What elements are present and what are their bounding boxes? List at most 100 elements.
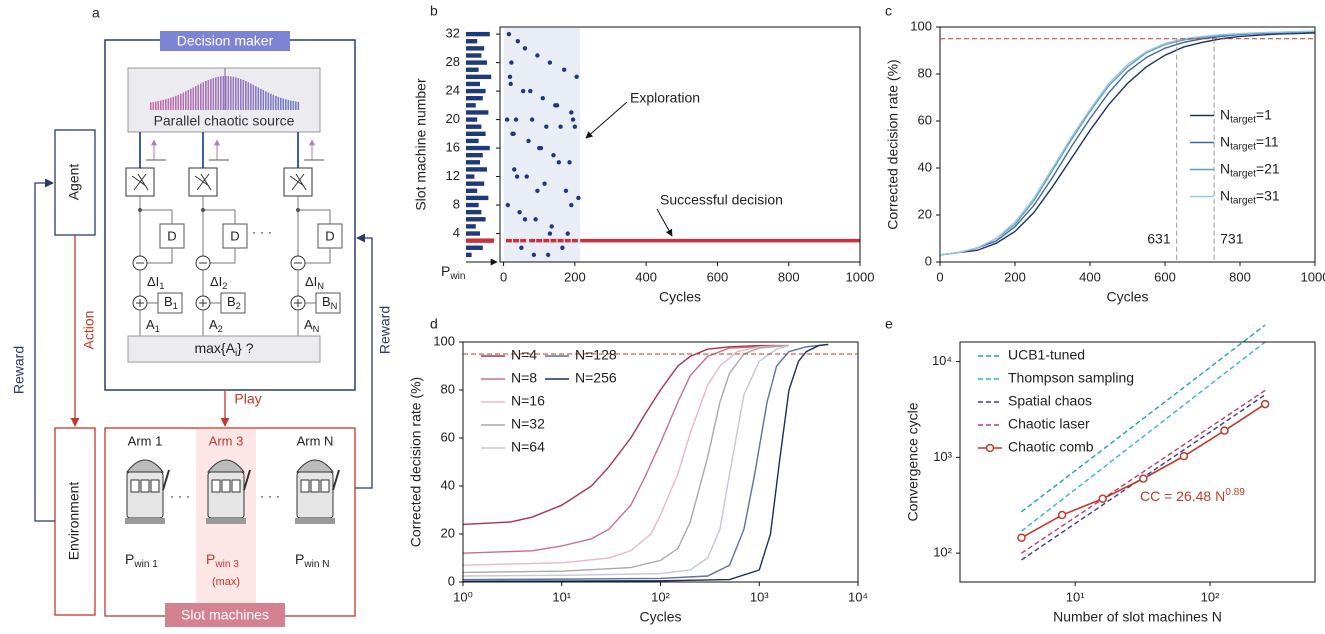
x-tick-label: 400 [635, 269, 657, 284]
panel-label: b [430, 3, 438, 19]
point [551, 152, 556, 158]
machine-body [207, 471, 245, 519]
plot-frame [499, 26, 861, 263]
decision-dot [536, 238, 543, 243]
bias-label: B2 [227, 294, 241, 311]
spectrum-bar [257, 87, 260, 110]
agent-label: Agent [66, 164, 82, 201]
point [512, 167, 517, 172]
detector-icon [194, 173, 212, 191]
decision-title: Decision maker [177, 33, 274, 49]
legend-label: Ntarget=21 [1220, 160, 1280, 179]
pwin-bar [466, 103, 476, 108]
spectrum-bar [240, 78, 242, 110]
wire [305, 248, 331, 264]
wire [298, 209, 331, 224]
legend-label-part: =31 [1256, 187, 1280, 203]
point [547, 231, 553, 236]
spectrum-bar [237, 78, 240, 110]
panel-label: e [885, 316, 893, 332]
pwin-bar [466, 46, 485, 51]
pwin-label-part: P [206, 551, 215, 567]
point [565, 231, 570, 236]
x-tick-label: 1000 [1301, 269, 1325, 284]
point [563, 188, 569, 193]
annotation: CC = 26.48 N0.89 [1140, 487, 1245, 504]
spectrum-bar [157, 101, 160, 110]
spectrum-bar [287, 99, 290, 110]
y-axis-label: Corrected decision rate (%) [408, 377, 424, 547]
delay-label: D [230, 228, 239, 243]
lever [332, 469, 340, 491]
spectrum-bar [252, 84, 255, 110]
point [567, 160, 572, 165]
max-part: i [235, 348, 237, 359]
pwin-bar [466, 81, 480, 87]
y-tick-label: 0 [925, 253, 932, 268]
plot-frame [959, 341, 1316, 583]
annotation-part: CC = 26.48 N [1140, 488, 1225, 504]
spectrum-bar [230, 76, 232, 110]
x-tick-label: 600 [1154, 269, 1176, 284]
bias-label-part: B [322, 294, 331, 309]
reel [221, 479, 231, 493]
delta-label-part: ΔI [305, 274, 317, 289]
pwin-bar [466, 224, 476, 229]
dots: · · · [170, 488, 190, 503]
point [545, 252, 551, 258]
pwin-bar [466, 53, 482, 58]
annotation-part: 0.89 [1225, 487, 1245, 498]
pwin-bar [466, 181, 485, 186]
spectrum-bar [215, 77, 217, 110]
agent-box [54, 129, 96, 236]
point [544, 124, 549, 129]
spectrum-bar [285, 99, 287, 110]
environment-label: Environment [66, 482, 82, 561]
spectrum-bar [222, 76, 225, 110]
machine-base [206, 518, 246, 524]
point [519, 245, 524, 250]
x-tick-label: 1000 [846, 269, 875, 284]
annotation-arrow [656, 208, 673, 237]
spectrum-bar [155, 101, 157, 110]
pwin-bar [466, 138, 479, 144]
point [511, 131, 516, 137]
y-tick-label: 32 [446, 26, 460, 41]
machine-base [125, 518, 165, 524]
spectrum-bar [232, 76, 235, 110]
pwin-bar [466, 160, 480, 165]
source-label: Parallel chaotic source [154, 113, 295, 129]
lever [162, 469, 170, 491]
legend-label-part: target [1230, 141, 1256, 152]
spectrum-bar [282, 98, 285, 110]
point [522, 217, 528, 222]
point [505, 202, 511, 208]
x-axis-label: Number of slot machines N [1053, 609, 1222, 625]
reel [231, 479, 241, 493]
pwin-label: Pwin 1 [125, 551, 158, 570]
accum-label-part: A [146, 317, 155, 332]
legend-label: N=64 [511, 439, 545, 455]
max-part: } ? [237, 340, 254, 356]
point [1139, 474, 1148, 483]
point [535, 188, 540, 193]
spectrum-bar [167, 98, 170, 110]
reel [320, 479, 330, 493]
bias-label: BN [322, 294, 337, 311]
y-axis-label: Slot machine number [413, 78, 429, 211]
arm-label: Arm N [297, 433, 334, 448]
wire [210, 248, 236, 264]
x-tick-label: 0 [936, 269, 943, 284]
series-line [462, 344, 790, 554]
spectrum-bar [262, 90, 265, 110]
series-line [462, 344, 790, 566]
y-tick-label: 60 [918, 112, 932, 127]
legend-label-part: N [1220, 133, 1230, 149]
spectrum-bar [225, 76, 227, 110]
x-tick-label: 400 [1079, 269, 1101, 284]
point [558, 124, 563, 129]
decision-dot [505, 238, 512, 243]
legend-label: N=256 [575, 370, 617, 386]
